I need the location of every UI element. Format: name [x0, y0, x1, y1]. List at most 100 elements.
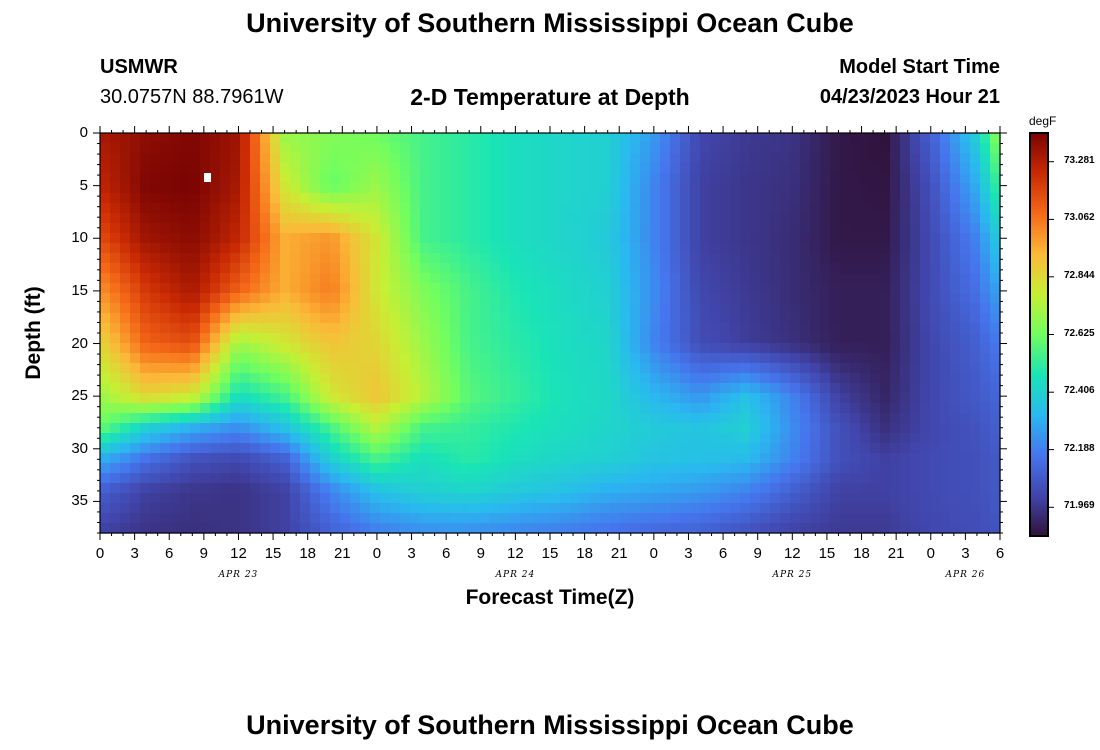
- heatmap-cell: [770, 473, 781, 484]
- heatmap-cell: [240, 193, 251, 204]
- heatmap-cell: [960, 143, 971, 154]
- heatmap-cell: [320, 223, 331, 234]
- x-tick-label: 0: [649, 545, 659, 562]
- heatmap-cell: [540, 253, 551, 264]
- heatmap-cell: [710, 393, 721, 404]
- heatmap-cell: [790, 463, 801, 474]
- heatmap-cell: [650, 203, 661, 214]
- heatmap-cell: [840, 183, 851, 194]
- heatmap-cell: [210, 173, 221, 184]
- heatmap-cell: [770, 273, 781, 284]
- heatmap-cell: [320, 523, 331, 534]
- heatmap-cell: [240, 223, 251, 234]
- heatmap-cell: [970, 303, 981, 314]
- heatmap-cell: [100, 333, 111, 344]
- heatmap-cell: [170, 163, 181, 174]
- heatmap-cell: [640, 343, 651, 354]
- heatmap-cell: [990, 133, 1001, 144]
- heatmap-cell: [640, 443, 651, 454]
- heatmap-cell: [760, 463, 771, 474]
- heatmap-cell: [110, 153, 121, 164]
- heatmap-cell: [270, 393, 281, 404]
- heatmap-cell: [290, 383, 301, 394]
- heatmap-cell: [790, 323, 801, 334]
- heatmap-cell: [260, 473, 271, 484]
- heatmap-cell: [930, 223, 941, 234]
- heatmap-cell: [510, 353, 521, 364]
- heatmap-cell: [810, 153, 821, 164]
- heatmap-cell: [490, 163, 501, 174]
- heatmap-cell: [270, 293, 281, 304]
- heatmap-cell: [510, 343, 521, 354]
- heatmap-cell: [330, 433, 341, 444]
- heatmap-cell: [930, 333, 941, 344]
- heatmap-cell: [890, 293, 901, 304]
- heatmap-cell: [920, 503, 931, 514]
- heatmap-cell: [530, 463, 541, 474]
- heatmap-cell: [970, 513, 981, 524]
- heatmap-cell: [710, 373, 721, 384]
- heatmap-cell: [240, 143, 251, 154]
- heatmap-cell: [640, 253, 651, 264]
- heatmap-cell: [900, 433, 911, 444]
- x-tick-label: 21: [610, 545, 628, 562]
- heatmap-cell: [180, 183, 191, 194]
- heatmap-cell: [730, 243, 741, 254]
- heatmap-cell: [260, 233, 271, 244]
- heatmap-cell: [890, 413, 901, 424]
- heatmap-cell: [710, 363, 721, 374]
- heatmap-cell: [340, 203, 351, 214]
- heatmap-cell: [560, 333, 571, 344]
- heatmap-cell: [920, 513, 931, 524]
- heatmap-cell: [760, 453, 771, 464]
- heatmap-cell: [820, 213, 831, 224]
- heatmap-cell: [240, 463, 251, 474]
- heatmap-cell: [600, 303, 611, 314]
- heatmap-cell: [190, 173, 201, 184]
- heatmap-cell: [520, 453, 531, 464]
- heatmap-cell: [860, 143, 871, 154]
- heatmap-cell: [650, 303, 661, 314]
- heatmap-cell: [500, 273, 511, 284]
- heatmap-cell: [220, 203, 231, 214]
- heatmap-cell: [370, 283, 381, 294]
- heatmap-cell: [910, 473, 921, 484]
- heatmap-cell: [360, 263, 371, 274]
- heatmap-cell: [980, 403, 991, 414]
- heatmap-cell: [400, 213, 411, 224]
- heatmap-cell: [830, 403, 841, 414]
- heatmap-cell: [630, 243, 641, 254]
- heatmap-cell: [970, 213, 981, 224]
- heatmap-cell: [700, 343, 711, 354]
- heatmap-cell: [880, 473, 891, 484]
- heatmap-cell: [930, 303, 941, 314]
- heatmap-cell: [610, 163, 621, 174]
- heatmap-cell: [750, 163, 761, 174]
- heatmap-cell: [170, 403, 181, 414]
- heatmap-cell: [100, 423, 111, 434]
- heatmap-cell: [930, 143, 941, 154]
- heatmap-cell: [700, 503, 711, 514]
- heatmap-cell: [490, 473, 501, 484]
- heatmap-cell: [210, 453, 221, 464]
- heatmap-cell: [820, 183, 831, 194]
- heatmap-cell: [370, 143, 381, 154]
- heatmap-cell: [980, 263, 991, 274]
- heatmap-cell: [120, 223, 131, 234]
- heatmap-cell: [460, 223, 471, 234]
- heatmap-cell: [260, 223, 271, 234]
- heatmap-cell: [350, 373, 361, 384]
- heatmap-cell: [290, 253, 301, 264]
- heatmap-cell: [310, 133, 321, 144]
- heatmap-cell: [360, 433, 371, 444]
- heatmap-cell: [980, 453, 991, 464]
- heatmap-cell: [980, 493, 991, 504]
- heatmap-cell: [600, 433, 611, 444]
- heatmap-cell: [830, 493, 841, 504]
- heatmap-cell: [330, 173, 341, 184]
- heatmap-cell: [340, 253, 351, 264]
- heatmap-cell: [680, 133, 691, 144]
- heatmap-cell: [610, 263, 621, 274]
- heatmap-cell: [390, 143, 401, 154]
- heatmap-cell: [440, 433, 451, 444]
